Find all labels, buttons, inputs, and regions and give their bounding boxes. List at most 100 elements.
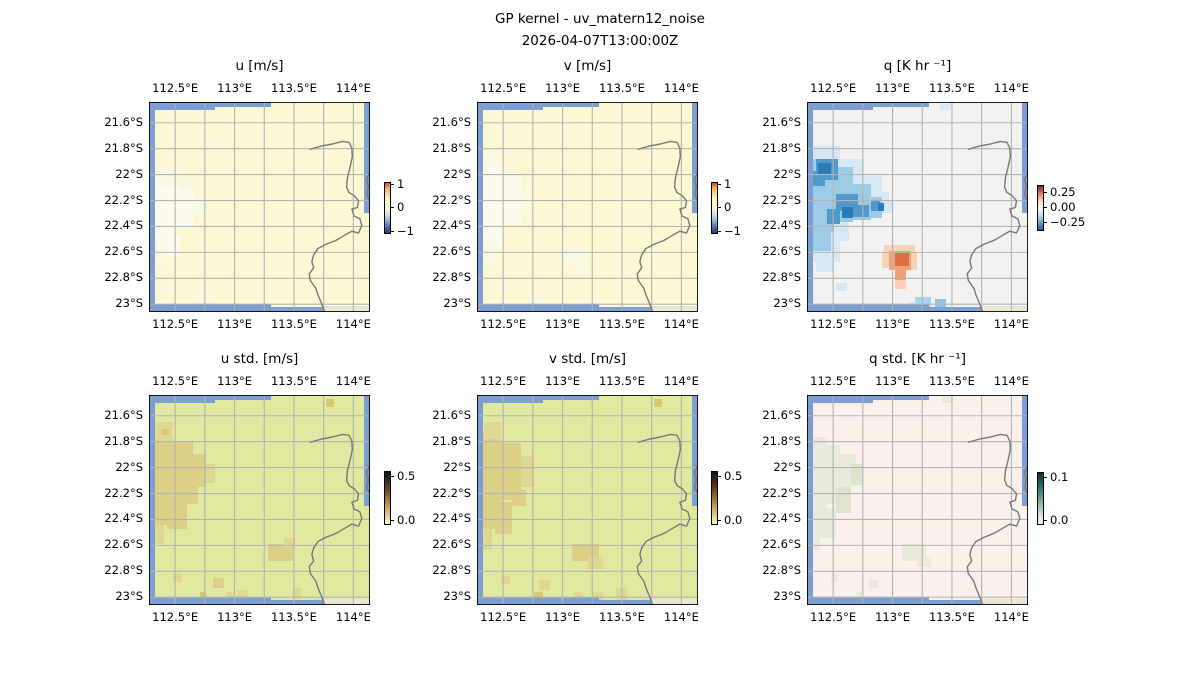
ocean-edge	[873, 102, 929, 107]
coastline	[637, 434, 690, 605]
ocean-edge	[270, 306, 324, 312]
x-tick-label-bottom-ustd: 112.5°E	[152, 610, 199, 624]
x-tick-label-top-qstd: 114°E	[993, 374, 1029, 388]
y-tick-label-ustd: 22.4°S	[104, 511, 143, 526]
data-patch-vstd	[538, 579, 550, 591]
y-tick-label-u: 23°S	[115, 296, 143, 311]
data-patch-v	[492, 280, 506, 291]
x-tick-label-top-q: 112.5°E	[810, 81, 857, 95]
panel-border	[807, 102, 1027, 311]
x-tick-label-top-u: 113°E	[217, 81, 253, 95]
data-patch-q	[811, 230, 832, 252]
colorbar-tick-v	[718, 183, 721, 185]
y-tick-label-v: 22.6°S	[432, 244, 471, 259]
coastline-secondary	[694, 172, 698, 201]
x-tick-label-bottom-qstd: 112.5°E	[810, 610, 857, 624]
colorbar-tick-label-qstd: 0.1	[1050, 470, 1069, 485]
data-patch-vstd	[574, 592, 584, 601]
y-tick-label-ustd: 22.8°S	[104, 563, 143, 578]
data-patch-q	[871, 200, 880, 212]
data-patch-q	[877, 202, 885, 212]
ocean-edge	[215, 395, 271, 400]
y-tick-label-v: 22.8°S	[432, 270, 471, 285]
y-tick-label-vstd: 22°S	[443, 459, 471, 474]
ocean-edge	[149, 102, 216, 111]
coastline-secondary	[694, 465, 698, 494]
panel-border	[477, 395, 697, 604]
y-tick-label-u: 21.8°S	[104, 140, 143, 155]
x-tick-label-bottom-ustd: 114°E	[335, 610, 371, 624]
data-patch-q	[895, 267, 907, 281]
y-tick-label-v: 22.2°S	[432, 192, 471, 207]
map-v	[477, 102, 698, 312]
data-patch-q	[853, 204, 869, 218]
colorbar-tick-label-qstd: 0.0	[1050, 512, 1069, 527]
colorbar-tick-label-v: 1	[724, 176, 732, 191]
data-patch-q	[939, 104, 951, 111]
x-tick-label-bottom-qstd: 113.5°E	[928, 610, 975, 624]
panel-title-u: u [m/s]	[235, 58, 284, 74]
data-patch-ustd	[325, 399, 334, 407]
y-tick-label-vstd: 22.4°S	[432, 511, 471, 526]
y-tick-label-u: 22.8°S	[104, 270, 143, 285]
map-vstd	[477, 395, 698, 605]
data-patch-u	[175, 186, 194, 228]
colorbar-q	[1037, 185, 1044, 231]
ocean-edge	[928, 599, 982, 605]
land-edge	[981, 599, 1028, 605]
colorbar-tick-u	[391, 183, 394, 185]
data-patch-vstd	[501, 575, 511, 584]
colorbar-tick-label-ustd: 0.0	[397, 512, 416, 527]
data-patch-q	[895, 253, 909, 266]
y-tick-label-ustd: 22.6°S	[104, 537, 143, 552]
x-tick-label-top-u: 112.5°E	[152, 81, 199, 95]
data-patch-ustd	[226, 592, 236, 601]
colorbar-tick-ustd	[391, 519, 394, 521]
x-tick-label-bottom-vstd: 113°E	[545, 610, 581, 624]
ocean-edge	[598, 306, 652, 312]
data-patch-q	[815, 251, 834, 273]
panel-title-vstd: v std. [m/s]	[548, 351, 627, 367]
land-edge	[981, 306, 1028, 312]
ocean-edge	[807, 395, 874, 404]
ocean-edge	[363, 102, 370, 214]
map-overlay-q	[807, 102, 1028, 312]
x-tick-label-bottom-q: 113.5°E	[928, 317, 975, 331]
y-tick-label-q: 21.8°S	[762, 140, 801, 155]
data-patch-q	[895, 272, 907, 289]
panel-title-q: q [K hr ⁻¹]	[883, 58, 952, 74]
y-tick-label-ustd: 21.8°S	[104, 433, 143, 448]
colorbar-tick-qstd	[1044, 477, 1047, 479]
data-patch-qstd	[831, 573, 838, 582]
data-patch-u	[160, 282, 172, 294]
y-tick-label-q: 22.6°S	[762, 244, 801, 259]
data-patch-vstd	[499, 443, 522, 500]
y-tick-label-q: 23°S	[773, 296, 801, 311]
y-tick-label-vstd: 22.2°S	[432, 485, 471, 500]
y-tick-label-q: 22.4°S	[762, 218, 801, 233]
y-tick-label-u: 22.4°S	[104, 218, 143, 233]
y-tick-label-u: 22.2°S	[104, 192, 143, 207]
x-tick-label-top-ustd: 113°E	[217, 374, 253, 388]
ocean-edge	[1021, 102, 1028, 214]
colorbar-tick-u	[391, 230, 394, 232]
y-tick-label-ustd: 23°S	[115, 589, 143, 604]
ocean-edge	[149, 395, 216, 404]
colorbar-tick-label-q: 0.25	[1050, 185, 1076, 200]
y-tick-label-vstd: 22.8°S	[432, 563, 471, 578]
colorbar-tick-label-u: −1	[397, 223, 414, 238]
data-patch-ustd	[199, 592, 207, 601]
data-patch-v	[530, 295, 542, 304]
ocean-edge	[477, 102, 483, 312]
x-tick-label-top-vstd: 112.5°E	[480, 374, 527, 388]
x-tick-label-top-v: 112.5°E	[480, 81, 527, 95]
map-u	[149, 102, 370, 312]
data-patch-q	[818, 162, 832, 176]
data-patch-qstd	[941, 397, 953, 404]
data-patch-u	[179, 177, 194, 191]
ocean-edge	[807, 102, 874, 111]
data-patch-u	[197, 288, 211, 300]
data-patch-u	[193, 196, 205, 218]
coastline-secondary	[1024, 172, 1028, 201]
